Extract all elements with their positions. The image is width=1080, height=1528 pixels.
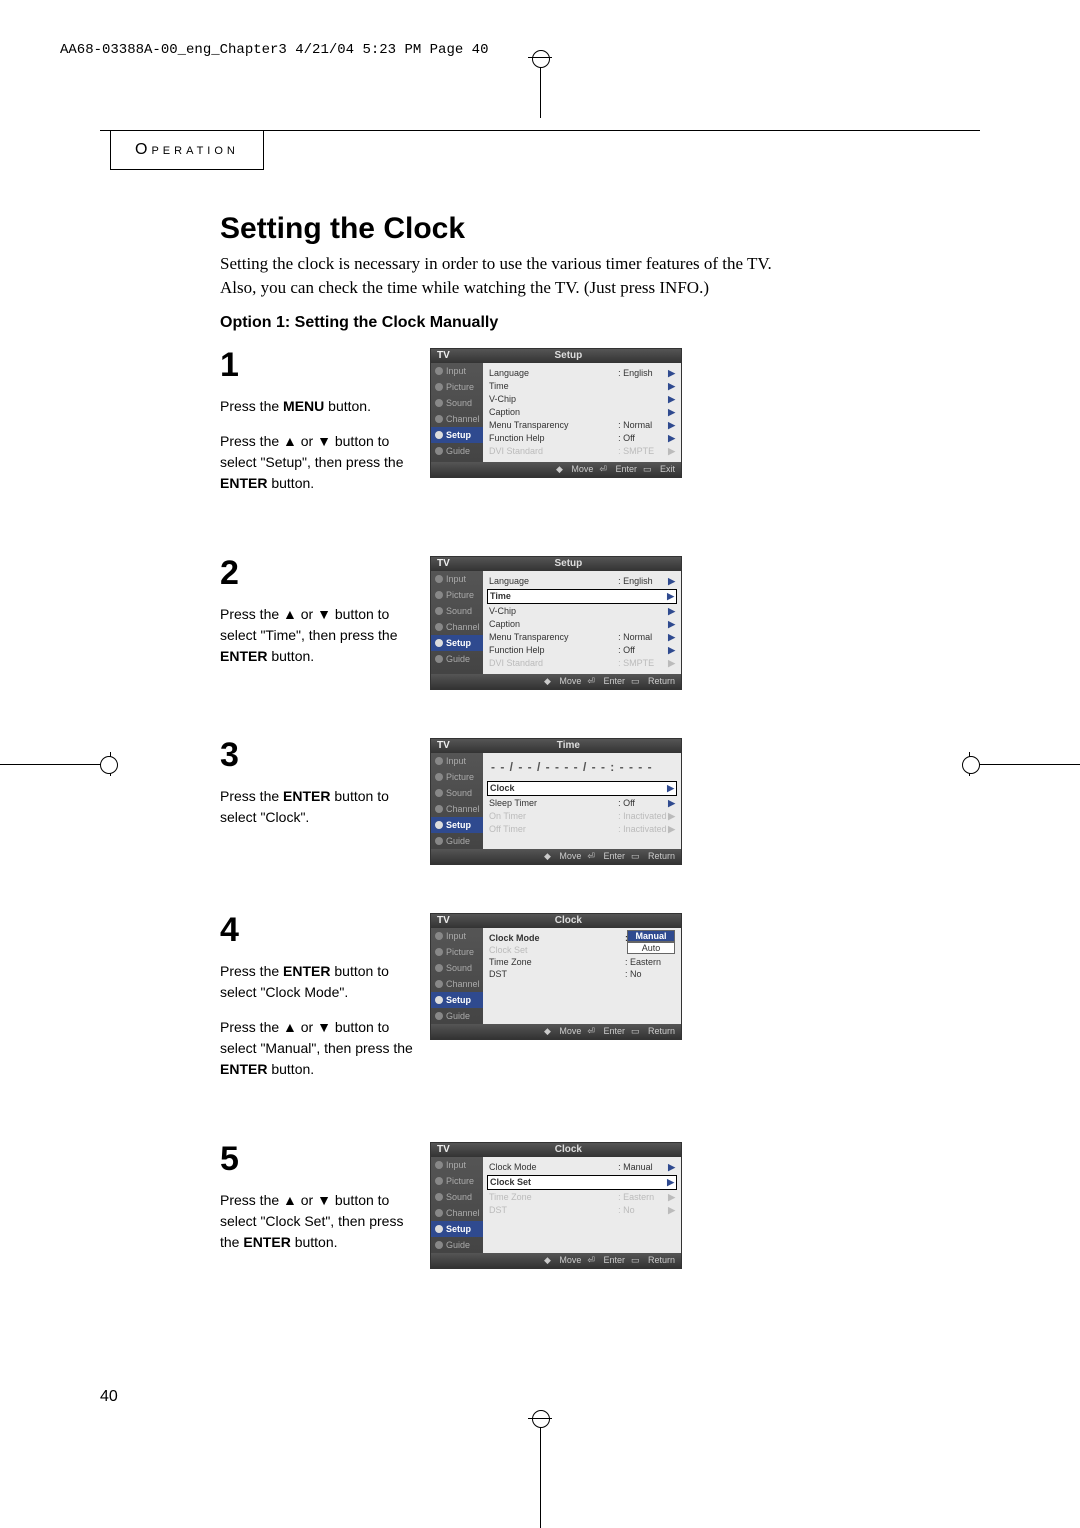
page-number: 40 xyxy=(100,1388,118,1406)
content-area: Operation Setting the Clock Setting the … xyxy=(100,130,980,1317)
tv-screenshot-4: TVClock Input Picture Sound Channel Setu… xyxy=(430,913,682,1040)
tv-screenshot-1: TVSetup Input Picture Sound Channel Setu… xyxy=(430,348,682,478)
step-1: 1 Press the MENU button. Press the ▲ or … xyxy=(220,348,980,508)
step-1-num: 1 xyxy=(220,348,420,382)
crop-mark-bottom xyxy=(540,1418,541,1528)
pdf-header: AA68-03388A-00_eng_Chapter3 4/21/04 5:23… xyxy=(60,42,488,58)
intro-text-1: Setting the clock is necessary in order … xyxy=(220,252,980,276)
step-5: 5 Press the ▲ or ▼ button to select "Clo… xyxy=(220,1142,980,1269)
step-2: 2 Press the ▲ or ▼ button to select "Tim… xyxy=(220,556,980,690)
crop-mark-top xyxy=(540,58,541,118)
tv-sidebar: Input Picture Sound Channel Setup Guide xyxy=(431,363,483,462)
intro-text-2: Also, you can check the time while watch… xyxy=(220,276,980,300)
crop-mark-right xyxy=(970,764,1080,765)
step-4: 4 Press the ENTER button to select "Cloc… xyxy=(220,913,980,1094)
step-3: 3 Press the ENTER button to select "Cloc… xyxy=(220,738,980,865)
clock-mode-dropdown: Manual Auto xyxy=(627,930,675,954)
crop-mark-left xyxy=(0,764,110,765)
page: AA68-03388A-00_eng_Chapter3 4/21/04 5:23… xyxy=(0,0,1080,1528)
step-1-text: 1 Press the MENU button. Press the ▲ or … xyxy=(220,348,420,508)
tv-screenshot-3: TVTime Input Picture Sound Channel Setup… xyxy=(430,738,682,865)
option-title: Option 1: Setting the Clock Manually xyxy=(220,314,980,332)
tv-screenshot-5: TVClock Input Picture Sound Channel Setu… xyxy=(430,1142,682,1269)
operation-box: Operation xyxy=(110,131,264,170)
tv-screenshot-2: TVSetup Input Picture Sound Channel Setu… xyxy=(430,556,682,690)
page-title: Setting the Clock xyxy=(220,212,980,246)
